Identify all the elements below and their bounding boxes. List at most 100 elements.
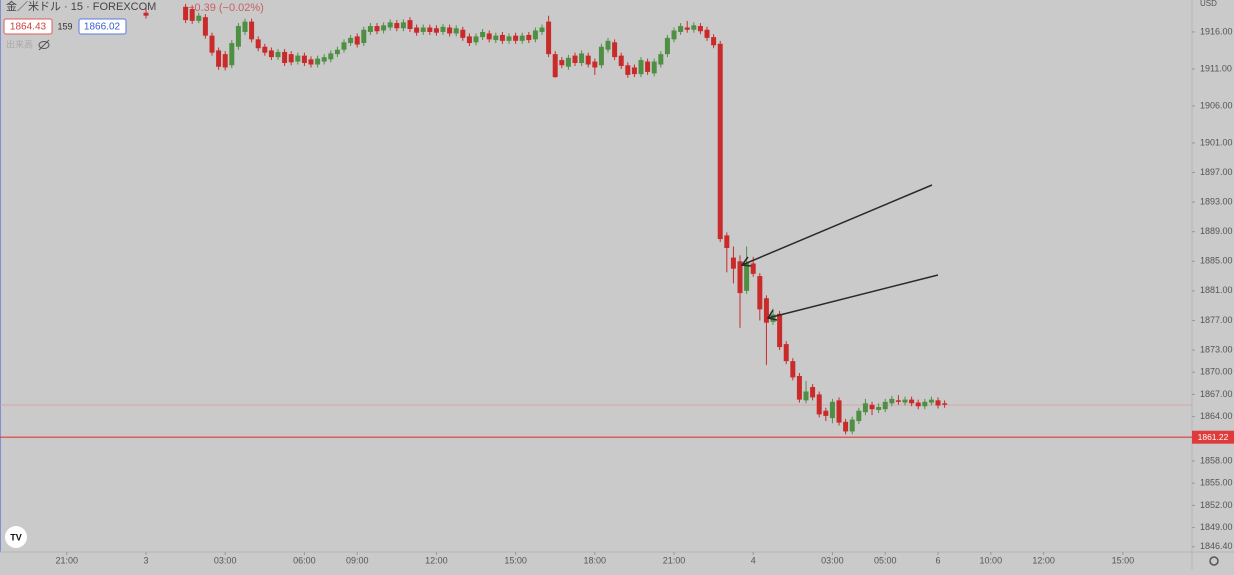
candle-body [532, 30, 538, 40]
candle-body [196, 15, 202, 21]
candle-body [546, 21, 552, 55]
candle-body [519, 35, 525, 41]
candle-body [354, 36, 360, 45]
candle-body [321, 57, 327, 62]
candle-body [513, 35, 519, 41]
arrow-head [740, 256, 752, 267]
logo-text[interactable]: TV [10, 532, 22, 542]
logo[interactable] [5, 526, 27, 548]
candle-body [803, 391, 809, 401]
candle-body [209, 35, 215, 53]
candle-body [486, 33, 492, 40]
candle-body [790, 361, 796, 378]
candle-body [882, 401, 888, 410]
candle-body [737, 261, 743, 294]
candle-body [242, 21, 248, 32]
symbol-title: 金／米ドル · 15 · FOREXCOM [6, 0, 156, 13]
current-price-box [1192, 430, 1234, 444]
candle-body [381, 25, 387, 31]
candle-body [638, 60, 644, 75]
settings-icon[interactable] [1209, 556, 1219, 566]
ask-price[interactable]: 1866.02 [84, 22, 121, 33]
candle-body [935, 400, 941, 406]
candle-body [189, 9, 195, 21]
x-tick-label: 3 [143, 555, 148, 565]
candle-body [645, 61, 651, 72]
indicator-label: 出来高 [6, 38, 33, 49]
candle-body [579, 53, 585, 64]
candle-body [915, 402, 921, 407]
candle-body [783, 344, 789, 362]
bid-price[interactable]: 1864.43 [10, 22, 47, 33]
candle-body [255, 39, 261, 49]
candle-body [249, 21, 255, 40]
x-tick-label: 12:00 [1032, 555, 1055, 565]
candle-body [592, 61, 598, 68]
candle-body [862, 403, 868, 413]
y-tick-label: 1901.00 [1200, 137, 1233, 147]
x-tick-label: 06:00 [293, 555, 316, 565]
candle-body [849, 419, 855, 432]
candle-body [387, 22, 393, 28]
y-tick-label: 1849.00 [1200, 522, 1233, 532]
candle-body [664, 37, 670, 55]
x-tick-label: 21:00 [663, 555, 686, 565]
candle-body [777, 313, 783, 348]
candle-body [909, 399, 915, 404]
x-tick-label: 12:00 [425, 555, 448, 565]
y-tick-label: 1873.00 [1200, 344, 1233, 354]
candle-body [829, 401, 835, 419]
visibility-icon[interactable] [38, 39, 50, 51]
candle-body [810, 387, 816, 398]
candle-body [704, 29, 710, 38]
candle-body [493, 35, 499, 41]
y-tick-label: 1855.00 [1200, 478, 1233, 488]
candle-body [572, 55, 578, 64]
candle-body [697, 26, 703, 32]
candle-body [328, 53, 334, 60]
candle-body [922, 401, 928, 407]
candle-body [420, 27, 426, 32]
x-tick-label: 15:00 [1112, 555, 1135, 565]
candle-body [466, 36, 472, 44]
ask-box[interactable] [78, 18, 127, 35]
x-tick-label: 05:00 [874, 555, 897, 565]
x-tick-label: 15:00 [504, 555, 527, 565]
candle-body [268, 50, 274, 58]
candle-body [262, 46, 268, 53]
candle-body [453, 28, 459, 34]
candle-body [229, 43, 235, 66]
candle-body [275, 51, 281, 58]
currency[interactable]: USD [1200, 0, 1217, 8]
x-tick-label: 6 [936, 555, 941, 565]
candle-body [367, 26, 373, 32]
x-tick-label: 03:00 [214, 555, 237, 565]
candle-body [407, 20, 413, 29]
candle-body [440, 26, 446, 32]
candle-body [744, 262, 750, 291]
candle-body [400, 22, 406, 29]
candle-body [612, 42, 618, 58]
y-tick-label: 1897.00 [1200, 167, 1233, 177]
candle-body [552, 54, 558, 78]
candle-body [711, 37, 717, 46]
candle-body [315, 58, 321, 65]
candle-body [763, 298, 769, 323]
bid-box[interactable] [3, 18, 53, 35]
candle-body [876, 407, 882, 410]
y-tick-label: 1858.00 [1200, 455, 1233, 465]
y-tick-label: 1846.40 [1200, 541, 1233, 551]
candle-body [823, 410, 829, 416]
spread: 159 [57, 21, 72, 31]
candle-body [460, 29, 466, 38]
y-tick-label: 1864.00 [1200, 411, 1233, 421]
y-tick-label: 1852.00 [1200, 500, 1233, 510]
candle-body [473, 36, 479, 43]
candle-body [618, 55, 624, 66]
candle-body [750, 263, 756, 274]
candle-body [625, 65, 631, 75]
candle-body [678, 26, 684, 32]
candle-body [183, 6, 189, 21]
candle-body [843, 421, 849, 432]
